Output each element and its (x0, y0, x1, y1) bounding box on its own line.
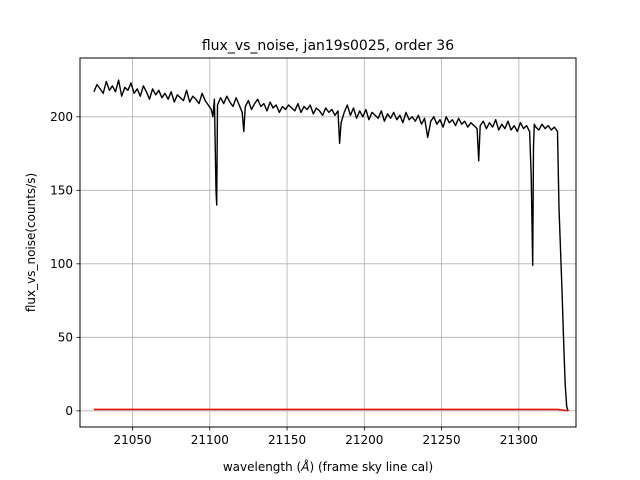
plot-frame (79, 57, 577, 428)
x-tick-label: 21050 (113, 433, 151, 447)
chart-title: flux_vs_noise, jan19s0025, order 36 (202, 38, 454, 54)
y-tick-label: 50 (58, 330, 73, 344)
y-tick-label: 150 (50, 183, 73, 197)
x-tick-label: 21250 (422, 433, 460, 447)
x-tick-label: 21100 (191, 433, 229, 447)
x-axis-label: wavelength (Å) (frame sky line cal) (223, 459, 433, 474)
y-tick-label: 200 (50, 110, 73, 124)
x-tick-label: 21300 (500, 433, 538, 447)
series-line-noise (93, 408, 569, 412)
y-tick-label: 100 (50, 257, 73, 271)
y-tick-label: 0 (65, 404, 73, 418)
y-axis-label: flux_vs_noise(counts/s) (24, 173, 38, 312)
grid (80, 58, 576, 427)
x-axis: 21050 21100 21150 21200 21250 21300 (113, 427, 538, 447)
series-group (93, 79, 569, 412)
series-line-flux (93, 79, 569, 412)
x-tick-label: 21200 (345, 433, 383, 447)
y-axis: 0 50 100 150 200 (50, 110, 80, 418)
x-tick-label: 21150 (268, 433, 306, 447)
